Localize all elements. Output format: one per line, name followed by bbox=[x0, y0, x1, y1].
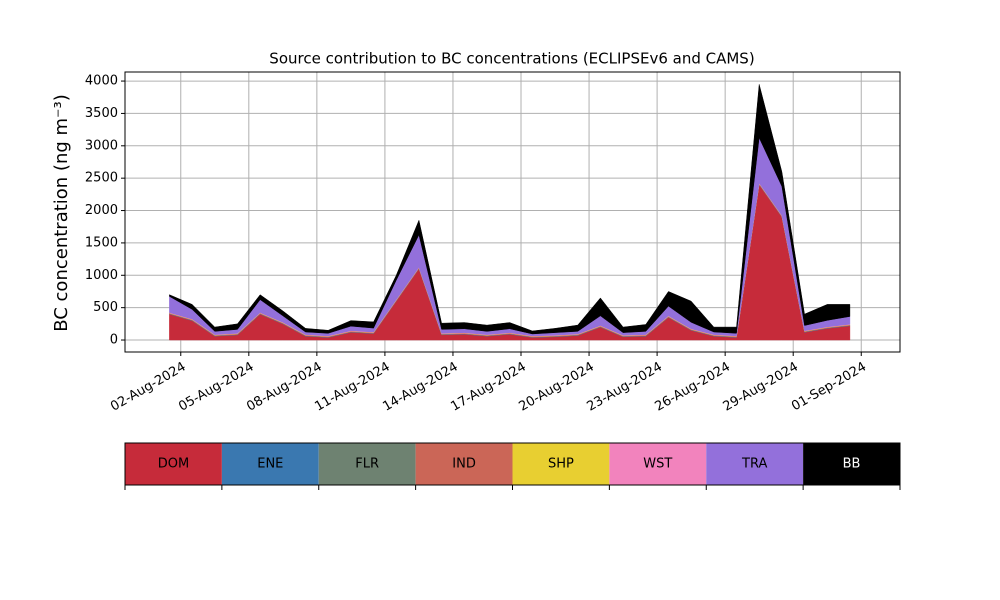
legend-label: WST bbox=[643, 457, 672, 472]
legend-swatch bbox=[318, 443, 416, 485]
legend-label: SHP bbox=[548, 457, 574, 472]
legend-swatch bbox=[512, 443, 610, 485]
x-tick-label: 08-Aug-2024 bbox=[244, 360, 324, 415]
legend-label: DOM bbox=[158, 457, 189, 472]
y-tick-label: 1500 bbox=[85, 235, 118, 250]
y-tick-label: 4000 bbox=[85, 74, 118, 89]
y-tick-label: 2000 bbox=[85, 203, 118, 218]
x-tick-label: 01-Sep-2024 bbox=[789, 360, 869, 415]
legend-frame bbox=[124, 442, 901, 486]
y-tick-label: 3000 bbox=[85, 138, 118, 153]
x-tick-label: 29-Aug-2024 bbox=[721, 360, 801, 415]
legend-label: ENE bbox=[257, 457, 283, 472]
legend-swatch bbox=[706, 443, 804, 485]
y-tick-label: 500 bbox=[93, 300, 118, 315]
y-axis-label: BC concentration (ng m⁻³) bbox=[51, 94, 72, 332]
plot-frame bbox=[124, 71, 901, 353]
legend-label: TRA bbox=[741, 457, 767, 472]
legend-swatch bbox=[221, 443, 319, 485]
x-tick-label: 23-Aug-2024 bbox=[585, 360, 665, 415]
legend-swatch bbox=[125, 443, 222, 485]
legend-label: BB bbox=[843, 457, 861, 472]
grid bbox=[125, 72, 900, 352]
x-tick-label: 11-Aug-2024 bbox=[312, 360, 392, 415]
x-tick-label: 05-Aug-2024 bbox=[176, 360, 256, 415]
y-tick-label: 0 bbox=[110, 333, 118, 348]
y-tick-label: 3500 bbox=[85, 106, 118, 121]
area bbox=[169, 84, 851, 335]
legend-swatch bbox=[609, 443, 707, 485]
legend-swatch bbox=[415, 443, 513, 485]
x-tick-label: 17-Aug-2024 bbox=[448, 360, 528, 415]
chart-title: Source contribution to BC concentrations… bbox=[269, 50, 754, 68]
y-tick-label: 2500 bbox=[85, 171, 118, 186]
legend-label: IND bbox=[452, 457, 476, 472]
x-tick-label: 20-Aug-2024 bbox=[516, 360, 596, 415]
legend-swatch bbox=[803, 443, 900, 485]
x-tick-label: 26-Aug-2024 bbox=[653, 360, 733, 415]
x-tick-label: 14-Aug-2024 bbox=[380, 360, 460, 415]
legend-label: FLR bbox=[355, 457, 379, 472]
y-tick-label: 1000 bbox=[85, 268, 118, 283]
x-tick-label: 02-Aug-2024 bbox=[108, 360, 188, 415]
